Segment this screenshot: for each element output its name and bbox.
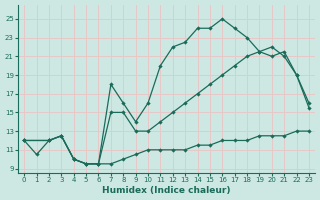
X-axis label: Humidex (Indice chaleur): Humidex (Indice chaleur): [102, 186, 231, 195]
